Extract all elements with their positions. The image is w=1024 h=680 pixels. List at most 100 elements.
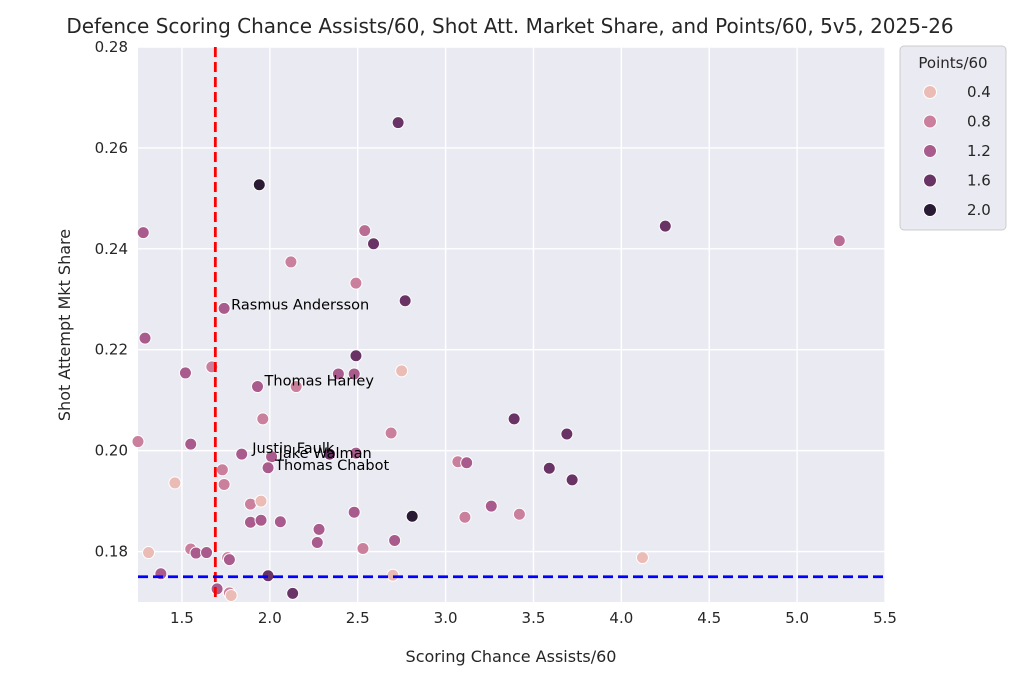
data-point (386, 568, 400, 582)
data-point (215, 463, 229, 477)
data-point (347, 367, 361, 381)
data-point (217, 301, 231, 315)
data-point (542, 461, 556, 475)
data-point (395, 364, 409, 378)
data-point (142, 546, 156, 560)
x-tick-label: 3.5 (522, 609, 546, 627)
data-point (224, 588, 238, 602)
legend: Points/60 0.4 0.8 1.2 1.6 2.0 (899, 45, 1007, 231)
data-point (832, 234, 846, 248)
data-point (391, 116, 405, 130)
x-tick-label: 1.5 (170, 609, 194, 627)
data-point (458, 510, 472, 524)
data-point (217, 477, 231, 491)
chart-title: Defence Scoring Chance Assists/60, Shot … (66, 14, 953, 38)
y-tick-label: 0.22 (95, 341, 128, 359)
y-axis-label: Shot Attempt Mkt Share (55, 229, 74, 421)
player-annotation: Justin Faulk (251, 441, 335, 457)
data-point (273, 515, 287, 529)
data-point (210, 582, 224, 596)
y-tick-label: 0.26 (95, 139, 128, 157)
data-point (484, 499, 498, 513)
y-tick-label: 0.18 (95, 543, 128, 561)
y-axis-ticks: 0.18 0.20 0.22 0.24 0.26 0.28 (95, 38, 128, 561)
x-tick-label: 2.5 (346, 609, 370, 627)
data-point (252, 178, 266, 192)
data-point (251, 380, 265, 394)
x-tick-label: 3.0 (434, 609, 458, 627)
point-annotations: Rasmus Andersson Thomas Harley Justin Faul… (231, 297, 389, 473)
data-point (284, 255, 298, 269)
data-point (398, 294, 412, 308)
data-point (254, 513, 268, 527)
legend-marker (923, 144, 937, 158)
data-point (200, 546, 214, 560)
data-point (222, 553, 236, 567)
y-tick-label: 0.24 (95, 240, 128, 258)
plot-area (138, 47, 885, 602)
data-point (349, 446, 363, 460)
legend-marker (923, 173, 937, 188)
data-point (356, 542, 370, 556)
data-point (235, 447, 249, 461)
player-annotation: Thomas Harley (264, 374, 375, 390)
legend-label: 0.8 (967, 113, 991, 131)
legend-marker (923, 203, 937, 217)
data-point (312, 522, 326, 536)
gridlines (138, 46, 886, 602)
y-tick-label: 0.28 (95, 38, 128, 56)
data-point (289, 380, 303, 394)
legend-marker (923, 85, 937, 99)
player-annotation: Thomas Chabot (274, 458, 389, 474)
data-point (358, 224, 372, 238)
data-point (560, 427, 574, 441)
x-tick-label: 5.0 (785, 609, 809, 627)
data-point (331, 367, 345, 381)
legend-label: 0.4 (967, 83, 991, 101)
legend-label: 2.0 (967, 201, 991, 219)
data-point (384, 426, 398, 440)
data-point (131, 435, 145, 449)
legend-title: Points/60 (918, 54, 987, 72)
data-point (388, 533, 402, 547)
data-point (178, 366, 192, 380)
data-point (347, 505, 361, 519)
legend-marker (923, 114, 937, 129)
x-tick-label: 4.5 (697, 609, 721, 627)
x-axis-label: Scoring Chance Assists/60 (406, 647, 617, 666)
data-point (138, 331, 152, 345)
data-point (184, 437, 198, 451)
data-point (310, 535, 324, 549)
data-points (131, 116, 846, 602)
legend-label: 1.6 (967, 172, 991, 190)
data-point (512, 507, 526, 521)
data-point (254, 494, 268, 508)
data-point (460, 456, 474, 470)
x-tick-label: 5.5 (873, 609, 897, 627)
legend-label: 1.2 (967, 142, 991, 160)
data-point (349, 349, 363, 363)
data-point (349, 276, 363, 290)
x-tick-label: 2.0 (258, 609, 282, 627)
player-annotation: Rasmus Andersson (231, 297, 369, 313)
data-point (405, 509, 419, 523)
data-point (565, 473, 579, 487)
data-point (367, 237, 381, 251)
data-point (286, 586, 300, 600)
legend-entries: 0.4 0.8 1.2 1.6 2.0 (923, 83, 991, 219)
y-tick-label: 0.20 (95, 442, 128, 460)
data-point (323, 447, 337, 461)
x-tick-label: 4.0 (609, 609, 633, 627)
data-point (507, 412, 521, 426)
data-point (658, 219, 672, 233)
data-point (136, 226, 150, 240)
data-point (256, 412, 270, 426)
data-point (261, 461, 275, 475)
player-annotation: Jake Walman (278, 446, 372, 462)
data-point (635, 551, 649, 565)
reference-lines (138, 47, 885, 602)
x-axis-ticks: 1.5 2.0 2.5 3.0 3.5 4.0 4.5 5.0 5.5 (170, 609, 897, 627)
data-point (243, 515, 257, 529)
data-point (168, 476, 182, 490)
